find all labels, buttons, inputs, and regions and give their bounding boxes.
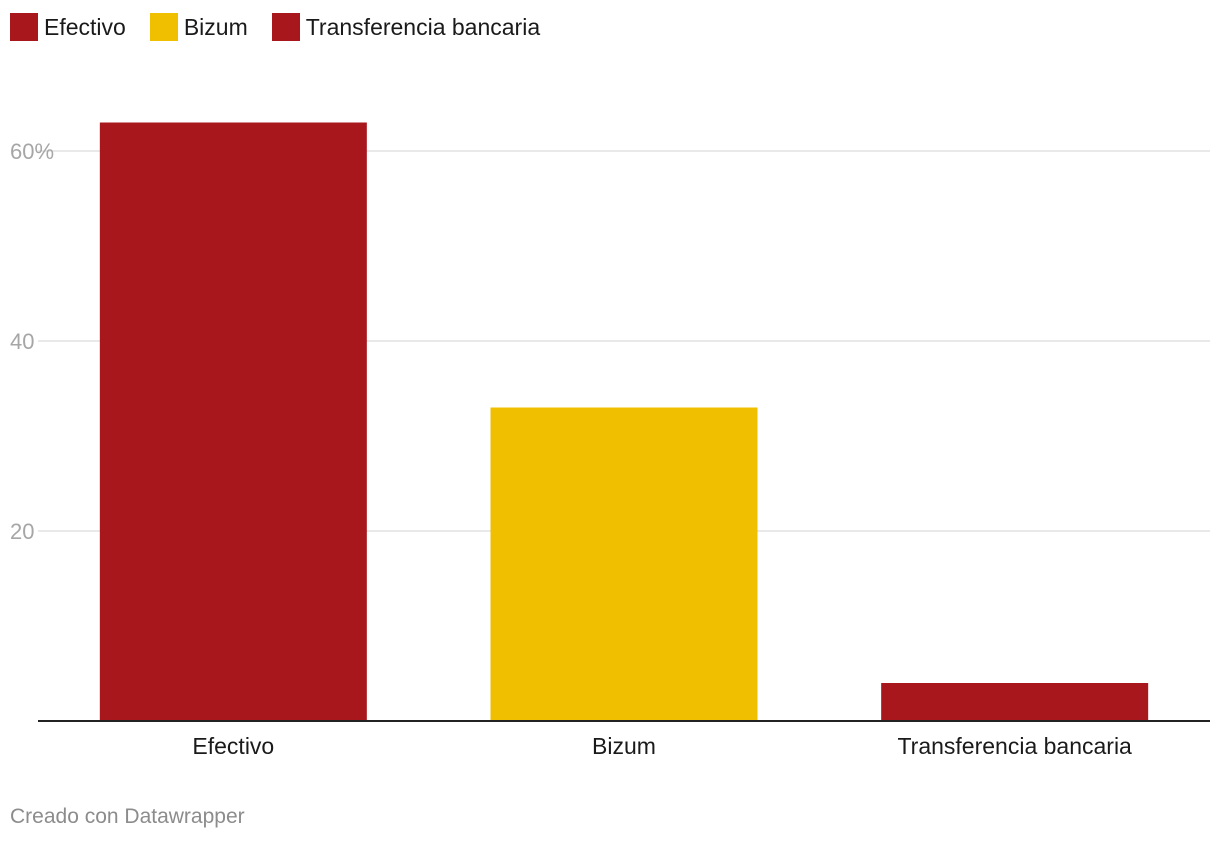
legend-item-bizum: Bizum [149,13,248,41]
y-tick-label-20: 20 [10,519,34,544]
chart-legend: Efectivo Bizum Transferencia bancaria [10,12,564,42]
legend-swatch-bizum [149,13,178,41]
legend-swatch-transferencia [271,13,300,41]
y-tick-label-40: 40 [10,329,34,354]
legend-item-efectivo: Efectivo [10,13,126,41]
bar-0 [99,122,367,721]
x-tick-label-1: Bizum [592,733,656,759]
y-tick-label-60: 60% [10,139,54,164]
legend-item-transferencia: Transferencia bancaria [271,13,541,41]
bar-1 [490,407,758,721]
legend-label-efectivo: Efectivo [44,13,126,40]
x-tick-label-2: Transferencia bancaria [897,733,1132,759]
bar-2 [881,683,1149,721]
legend-swatch-efectivo [10,13,38,41]
x-tick-label-0: Efectivo [192,733,274,759]
chart-credit: Creado con Datawrapper [10,805,245,828]
legend-label-bizum: Bizum [183,13,248,40]
legend-label-transferencia: Transferencia bancaria [305,13,541,40]
